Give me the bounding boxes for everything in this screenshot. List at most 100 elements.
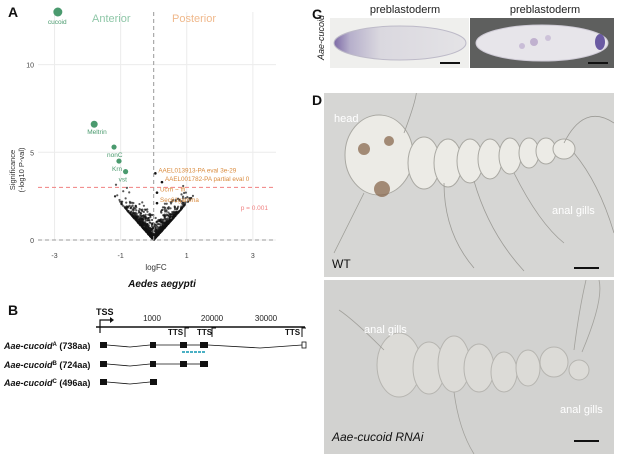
data-point [137, 216, 140, 219]
species-label: Aedes aegypti [127, 279, 196, 290]
scale-bar [574, 267, 599, 269]
point-labels: cucoid Meltrin nonC Krn vst AAEL013913-PA eva… [48, 19, 250, 204]
data-point [161, 224, 165, 227]
larva-setae [338, 280, 601, 454]
data-point [163, 208, 166, 211]
isoform-b-model [100, 361, 208, 367]
data-point [139, 218, 142, 221]
data-point [125, 186, 129, 190]
gene-point-nonC [111, 144, 117, 150]
tts-label-2: TTS [197, 328, 213, 337]
tts-label-3: TTS [285, 328, 301, 337]
data-point [139, 224, 142, 227]
exon [150, 342, 156, 348]
larva-body [344, 114, 576, 196]
scale-bar [588, 62, 608, 64]
data-point [181, 195, 185, 198]
data-point [143, 223, 146, 227]
exon-utr [301, 341, 307, 349]
rnai-condition-label: Aae-cucoid RNAi [332, 430, 424, 444]
data-point [155, 225, 158, 228]
exon [180, 342, 187, 348]
exon [100, 361, 107, 367]
data-point [166, 207, 169, 210]
data-point [128, 191, 131, 194]
data-point [134, 204, 137, 207]
data-point [149, 214, 152, 217]
data-point [131, 208, 134, 211]
posterior-point [155, 191, 159, 194]
intron [106, 344, 151, 348]
larva-image-wt: head anal gills WT [324, 93, 614, 277]
data-point [132, 215, 135, 218]
panel-letter-b: B [8, 302, 19, 318]
data-point [156, 235, 159, 238]
data-point [174, 198, 178, 202]
x-tick-label: -3 [51, 253, 57, 260]
data-point [171, 217, 174, 220]
data-point [150, 228, 153, 231]
embryo-shape [333, 25, 467, 61]
larva-body [376, 332, 590, 398]
data-point [150, 231, 153, 235]
isoform-a-model [100, 341, 307, 353]
data-point [155, 228, 158, 231]
region-label-anterior: Anterior [92, 13, 131, 25]
gene-model: 1000 20000 30000 TSS TTS TTS TTS Aae-cuc… [3, 307, 307, 388]
data-point [172, 198, 175, 202]
data-point [164, 206, 167, 210]
embryo-shape [475, 24, 609, 62]
data-point [163, 215, 166, 218]
rnai-label-anal-gills-1: anal gills [364, 324, 407, 336]
data-point [116, 194, 119, 197]
tts-tick-1 [184, 327, 189, 337]
embryo-image-nos [470, 18, 614, 68]
data-point [124, 197, 127, 200]
exon [200, 342, 208, 348]
data-point [136, 217, 139, 220]
exon [180, 361, 187, 367]
y-tick-label: 10 [26, 63, 34, 70]
data-point [144, 208, 147, 211]
data-point [142, 214, 145, 217]
isoform-c-model [100, 379, 157, 385]
posterior-point [154, 172, 157, 175]
data-point [146, 219, 149, 222]
data-point [150, 218, 154, 222]
probe-label-left: Aae-cucoid [316, 14, 326, 60]
data-point [128, 211, 131, 215]
data-point [158, 231, 161, 235]
data-point [145, 225, 149, 228]
gene-point-Meltrin [90, 120, 98, 128]
data-point [181, 205, 184, 208]
data-point [138, 207, 141, 211]
data-point [131, 214, 134, 217]
posterior-label: Sec61gamma [160, 197, 199, 204]
posterior-label: AAEL001782-PA partial eval 0 [165, 176, 250, 183]
data-point [180, 193, 183, 196]
data-point [186, 200, 190, 203]
exon [150, 361, 156, 367]
data-point [167, 214, 170, 217]
data-point [168, 217, 172, 221]
data-point [142, 222, 145, 225]
data-point [150, 223, 153, 226]
stain-spot [519, 43, 525, 49]
data-point [147, 226, 150, 229]
data-point [125, 201, 128, 204]
data-point [141, 201, 144, 204]
data-point [161, 228, 164, 231]
data-point [114, 183, 118, 186]
data-point [142, 204, 145, 207]
y-axis-title-line2: (-log10 P-val) [17, 147, 26, 193]
isoform-a-label: Aae-cucoidA (738aa) [3, 341, 90, 351]
data-point [147, 213, 150, 216]
threshold-label: p = 0.001 [241, 205, 269, 212]
data-point [132, 206, 136, 209]
data-point [191, 194, 195, 197]
data-point [165, 210, 168, 213]
data-point [166, 221, 169, 224]
data-point [130, 201, 133, 204]
tss-label: TSS [96, 307, 114, 317]
data-point [182, 184, 185, 188]
